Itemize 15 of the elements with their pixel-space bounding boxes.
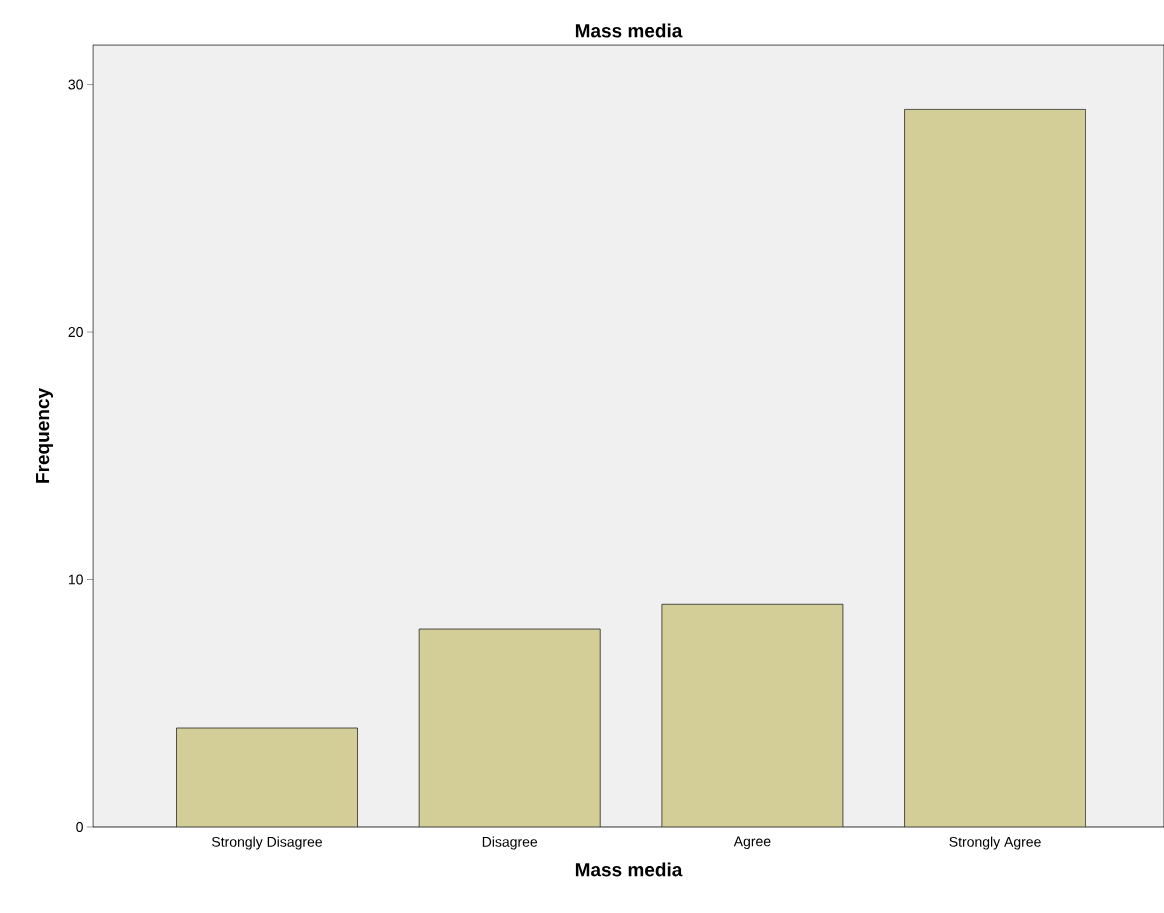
y-tick-label: 20	[68, 327, 83, 338]
x-tick-label: Strongly Disagree	[212, 836, 322, 850]
y-tick-label: 0	[76, 822, 83, 832]
y-tick-label: 30	[68, 79, 83, 90]
y-tick-label: 10	[68, 574, 83, 585]
x-axis-title: Mass media	[575, 862, 683, 877]
x-tick-label: Disagree	[482, 836, 538, 850]
x-tick-label: Strongly Agree	[949, 836, 1041, 850]
bar	[176, 727, 358, 827]
x-tick-label: Agree	[733, 836, 771, 850]
chart-title: Mass media	[575, 23, 683, 38]
y-axis-title: Frequency	[36, 388, 54, 483]
bar	[661, 603, 844, 827]
bar	[418, 628, 601, 827]
bar	[904, 108, 1087, 827]
